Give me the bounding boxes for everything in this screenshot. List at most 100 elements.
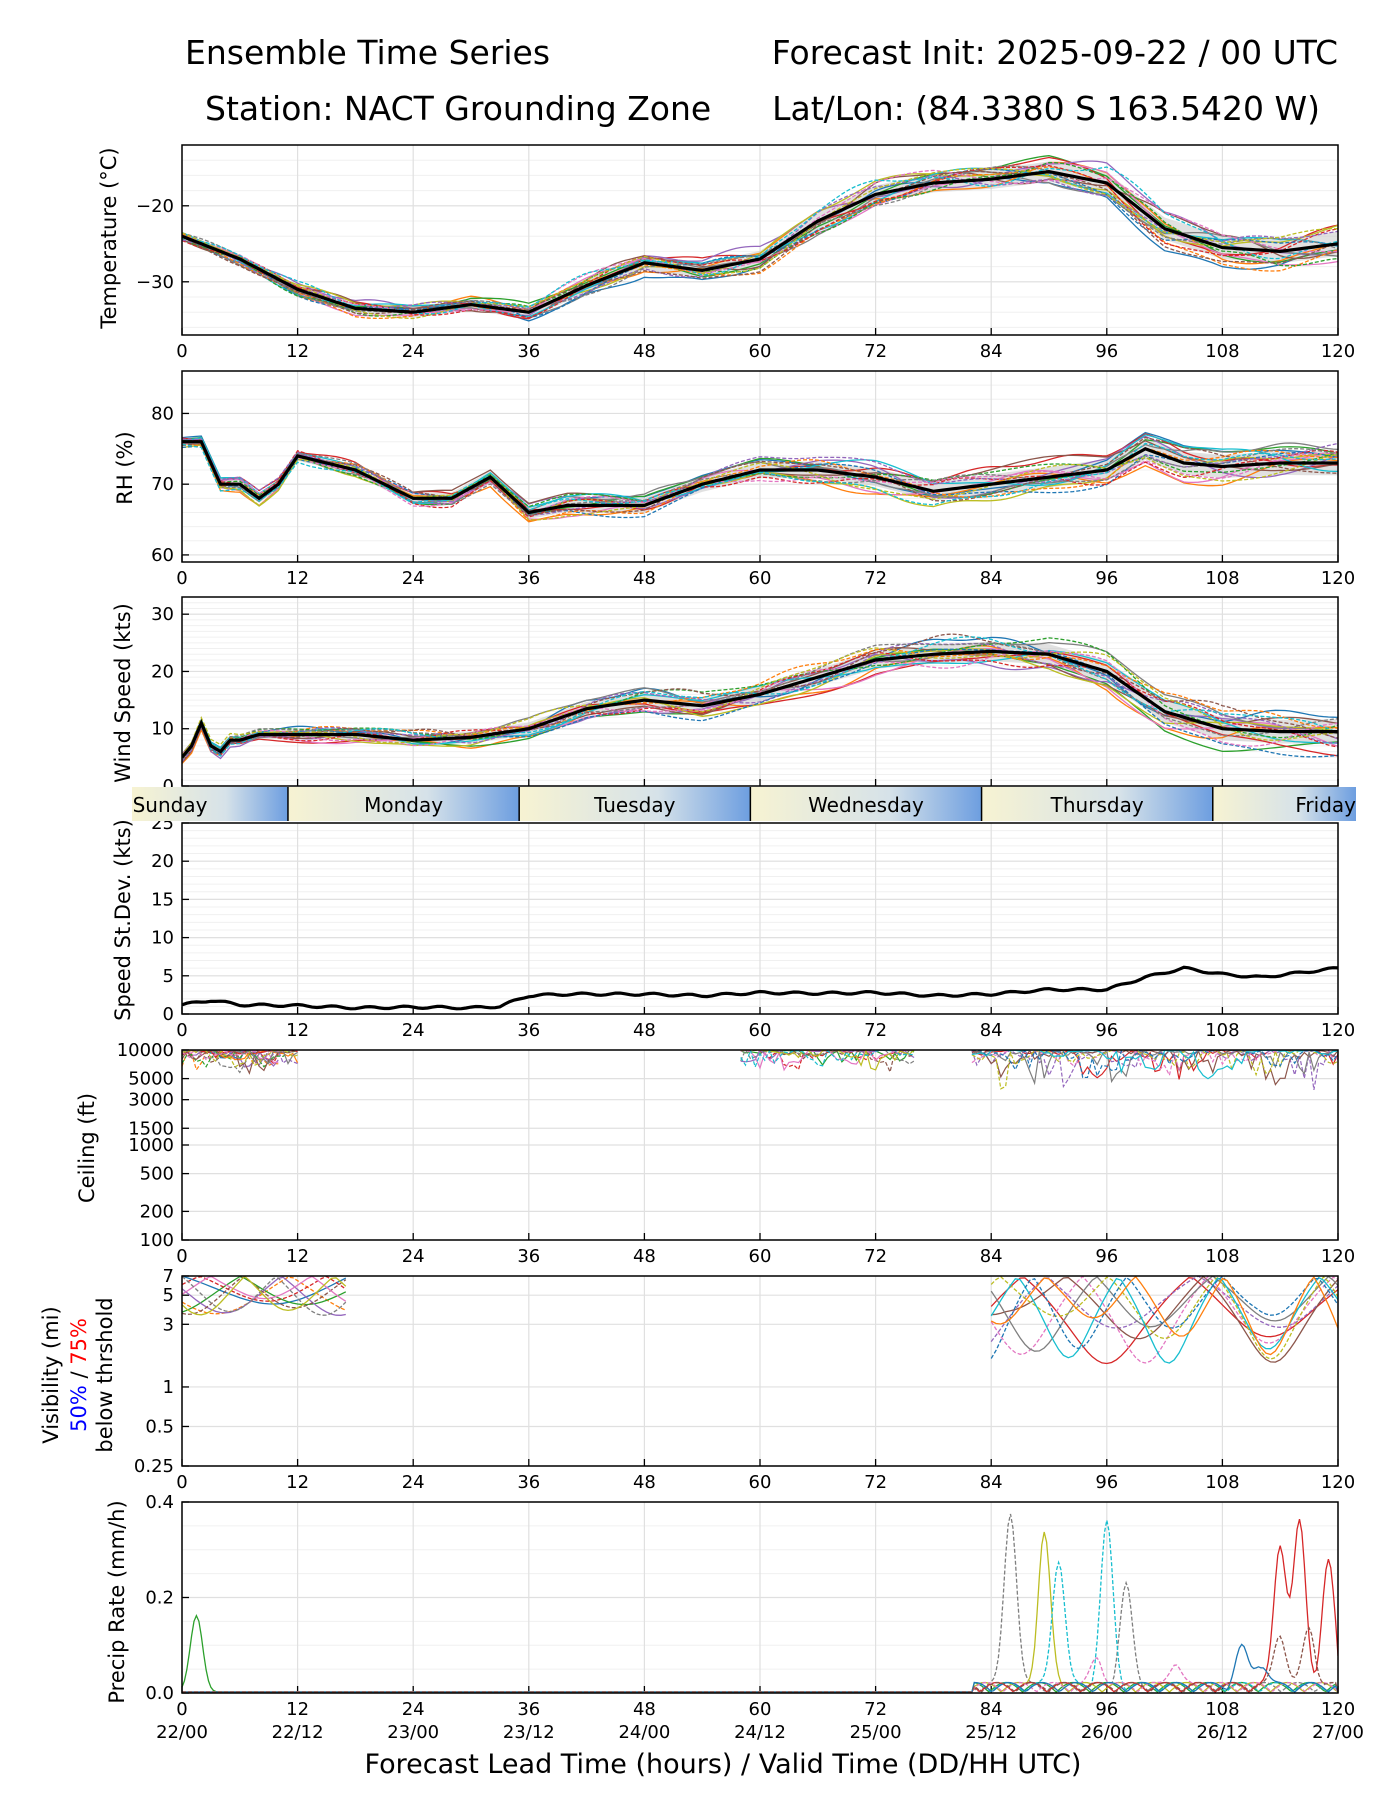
rh-mean-line [182,440,1338,515]
ceiling-xtick: 36 [517,1246,540,1267]
visibility-ytick: 0.5 [145,1416,174,1437]
ceiling-member-line [740,1050,915,1074]
visibility-member-line [182,1276,347,1316]
speed_stdev-xtick: 12 [286,1020,309,1041]
temperature-xtick: 0 [176,341,187,362]
valid-time-tick: 22/00 [156,1722,208,1743]
day-band-segment [981,787,1213,821]
rh-xtick: 108 [1205,568,1239,589]
speed_stdev-mean-line [182,965,1338,1011]
wind-frame [181,596,1339,787]
precip-xtick: 96 [1095,1699,1118,1720]
lat-lon: Lat/Lon: (84.3380 S 163.5420 W) [772,89,1320,128]
rh-xtick: 60 [749,568,772,589]
valid-time-tick: 24/12 [734,1722,786,1743]
wind-ytick: 10 [151,719,174,740]
ceiling-ytick: 500 [140,1164,174,1185]
ceiling-xtick: 96 [1095,1246,1118,1267]
day-label: Tuesday [593,793,676,817]
valid-time-tick: 25/12 [965,1722,1017,1743]
speed_stdev-xtick: 72 [864,1020,887,1041]
precip-xtick: 108 [1205,1699,1239,1720]
valid-time-tick: 26/12 [1196,1722,1248,1743]
day-label: Thursday [1050,793,1144,817]
precip-xtick: 12 [286,1699,309,1720]
visibility-xtick: 24 [402,1472,425,1493]
ceiling-xtick: 24 [402,1246,425,1267]
ceiling-ytick: 10000 [117,1040,174,1061]
ceiling-xtick: 120 [1321,1246,1355,1267]
visibility-ytick: 7 [163,1266,174,1287]
rh-plot-area [182,431,1338,523]
ceiling-xtick: 72 [864,1246,887,1267]
wind-mean-line [182,649,1338,759]
rh-member-line [182,440,1338,513]
temperature-ytick: −20 [136,196,174,217]
precip-ytick: 0.2 [145,1588,174,1609]
precip-xtick: 72 [864,1699,887,1720]
temperature-xtick: 24 [402,341,425,362]
rh-xtick: 12 [286,568,309,589]
visibility-frame [181,1275,1339,1467]
ceiling-xtick: 0 [176,1246,187,1267]
visibility-xtick: 0 [176,1472,187,1493]
rh-xtick: 0 [176,568,187,589]
ceiling-frame [181,1049,1339,1241]
speed_stdev-xtick: 96 [1095,1020,1118,1041]
visibility-panel: 75 3 1 0.5 0.250 12 24 36 48 60 72 84 96 108 120 [134,1266,1355,1493]
speed_stdev-ytick: 5 [163,966,174,987]
ceiling-member-line [182,1050,279,1074]
precip-ylabel: Precip Rate (mm/h) [105,1500,129,1703]
visibility-member-line [990,1276,1338,1352]
vis-sep-label: / [67,1365,91,1385]
rh-xtick: 84 [980,568,1003,589]
temperature-xtick: 72 [864,341,887,362]
ceiling-member-line [740,1050,915,1071]
visibility-member-line [990,1276,1338,1364]
temperature-frame [181,144,1339,336]
temperature-member-line [182,167,1338,320]
speed_stdev-xtick: 120 [1321,1020,1355,1041]
temperature-ylabel: Temperature (°C) [97,147,121,329]
x-axis-label: Forecast Lead Time (hours) / Valid Time … [365,1749,1082,1780]
ceiling-ytick: 1500 [128,1118,174,1139]
rh-frame [181,370,1339,563]
ceiling-xtick: 60 [749,1246,772,1267]
rh-member-line [182,440,1338,521]
wind-panel: 302010001224364860728496108120 [151,596,1355,813]
ceiling-member-line [971,1050,1338,1086]
rh-xtick: 96 [1095,568,1118,589]
day-of-week-band: Sunday Monday Tuesday Wednesday Thursday Frid… [132,787,1356,821]
speed_stdev-ytick: 20 [151,851,174,872]
ceiling-member-line [971,1050,1338,1090]
wind-member-line [182,648,1338,756]
visibility-ytick: 5 [163,1285,174,1306]
ceiling-member-line [182,1050,298,1061]
precip-xtick: 120 [1321,1699,1355,1720]
rh-ytick: 80 [151,403,174,424]
visibility-member-line [990,1276,1338,1364]
rh-xtick: 72 [864,568,887,589]
rh-member-line [182,436,1338,517]
speed_stdev-xtick: 0 [176,1020,187,1041]
visibility-member-line [182,1276,346,1316]
visibility-xtick: 84 [980,1472,1003,1493]
ceiling-ytick: 3000 [128,1090,174,1111]
visibility-xtick: 120 [1321,1472,1355,1493]
speed_stdev-xtick: 24 [402,1020,425,1041]
precip-gridlines [181,1501,1339,1694]
day-label: Friday [1295,793,1356,817]
rh-ylabel: RH (%) [113,431,137,504]
visibility-member-line [990,1276,1338,1360]
visibility-ylabel-main: Visibility (mi) [39,1306,63,1443]
valid-time-tick: 24/00 [618,1722,670,1743]
temperature-plot-area [182,155,1338,322]
valid-time-tick: 23/12 [503,1722,555,1743]
precip-xtick: 84 [980,1699,1003,1720]
wind-member-line [182,642,1338,762]
temperature-xtick: 48 [633,341,656,362]
temperature-panel: −20 −30 0 12 24 36 48 60 72 84 96 108 120 [136,144,1355,362]
